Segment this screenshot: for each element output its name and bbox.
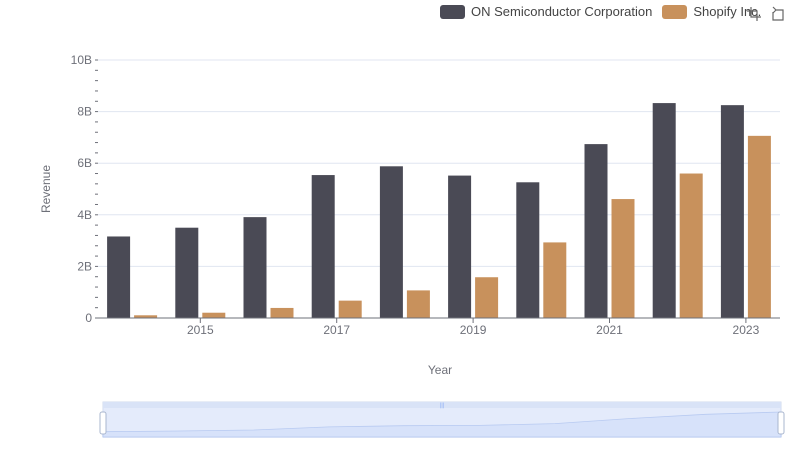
bar-shopify-2016 (270, 307, 294, 318)
y-tick-label: 0 (85, 311, 92, 325)
x-tick-label: 2015 (187, 323, 214, 337)
x-axis-title: Year (428, 363, 452, 377)
x-tick-label: 2017 (323, 323, 350, 337)
data-zoom-icon[interactable] (746, 6, 762, 22)
y-axis-title: Revenue (39, 165, 53, 213)
bar-shopify-2022 (679, 173, 703, 318)
y-tick-label: 2B (77, 259, 92, 273)
bar-shopify-2017 (338, 300, 362, 318)
bar-on-semiconductor-2015 (175, 227, 199, 318)
bar-shopify-2021 (611, 199, 635, 318)
chart-toolbox (746, 6, 786, 22)
data-zoom-slider[interactable]: ||| (99, 401, 785, 438)
bar-on-semiconductor-2019 (448, 175, 472, 318)
bar-on-semiconductor-2016 (243, 217, 267, 318)
bar-on-semiconductor-2022 (652, 103, 676, 318)
y-tick-label: 8B (77, 105, 92, 119)
data-zoom-selection (103, 408, 781, 437)
data-zoom-left-handle[interactable] (99, 411, 107, 435)
restore-icon[interactable] (770, 6, 786, 22)
grid-lines (98, 59, 780, 267)
bar-on-semiconductor-2017 (311, 175, 335, 318)
legend-item-shopify[interactable]: Shopify Inc. (662, 4, 761, 19)
bar-shopify-2015 (202, 312, 226, 318)
data-zoom-grip: ||| (440, 403, 445, 409)
bars (107, 103, 771, 319)
bar-on-semiconductor-2023 (720, 105, 744, 319)
data-zoom-move-handle[interactable] (103, 402, 781, 408)
y-tick-label: 6B (77, 156, 92, 170)
y-axis-ticks: 0 2B 4B 6B 8B 10B (71, 53, 98, 325)
bar-shopify-2018 (406, 290, 430, 318)
bar-on-semiconductor-2020 (516, 182, 540, 318)
x-tick-label: 2023 (733, 323, 760, 337)
legend-swatch-shopify (662, 4, 688, 19)
legend-item-on-semiconductor[interactable]: ON Semiconductor Corporation (440, 4, 652, 19)
x-axis-ticks: 2015 2017 2019 2021 2023 (187, 318, 760, 337)
y-tick-label: 10B (71, 53, 92, 67)
data-zoom-right-handle[interactable] (777, 411, 785, 435)
bar-shopify-2020 (543, 242, 567, 318)
x-tick-label: 2019 (460, 323, 487, 337)
legend-swatch-on-semiconductor (440, 4, 465, 19)
bar-on-semiconductor-2018 (379, 166, 403, 318)
chart-legend: ON Semiconductor Corporation Shopify Inc… (440, 4, 761, 19)
bar-on-semiconductor-2021 (584, 144, 608, 318)
bar-shopify-2014 (134, 315, 158, 318)
legend-label-on-semiconductor: ON Semiconductor Corporation (471, 4, 653, 19)
legend-label-shopify: Shopify Inc. (693, 4, 762, 19)
bar-on-semiconductor-2014 (107, 236, 131, 318)
bar-shopify-2019 (475, 277, 499, 318)
x-tick-label: 2021 (596, 323, 623, 337)
y-tick-label: 4B (77, 208, 92, 222)
bar-shopify-2023 (747, 135, 771, 318)
